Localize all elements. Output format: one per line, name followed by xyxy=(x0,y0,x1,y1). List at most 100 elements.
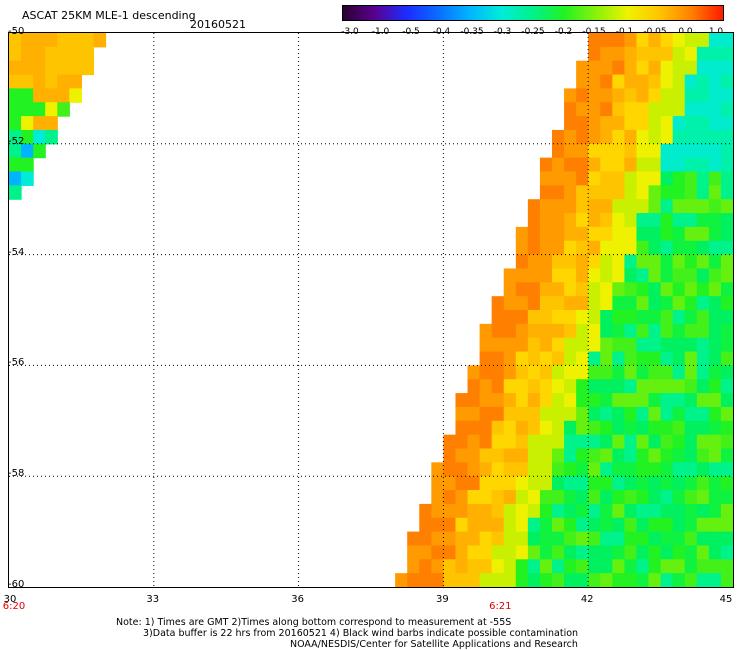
data-cell xyxy=(588,517,601,533)
data-cell xyxy=(69,60,82,76)
data-cell xyxy=(708,559,722,574)
data-cell xyxy=(612,434,625,450)
data-cell xyxy=(624,88,638,103)
data-cell xyxy=(455,393,469,408)
data-cell xyxy=(684,226,698,242)
data-cell xyxy=(564,185,577,200)
data-cell xyxy=(552,365,565,380)
data-cell xyxy=(660,393,674,408)
data-cell xyxy=(720,213,733,228)
data-cell xyxy=(648,157,662,173)
data-cell xyxy=(636,379,650,394)
data-cell xyxy=(576,490,589,505)
data-cell xyxy=(552,240,565,256)
data-cell xyxy=(479,503,493,519)
data-cell xyxy=(672,406,686,422)
data-cell xyxy=(660,406,674,422)
data-cell xyxy=(503,282,517,297)
data-cell xyxy=(660,171,674,186)
data-cell xyxy=(57,33,70,48)
data-cell xyxy=(648,406,662,422)
data-cell xyxy=(684,476,698,491)
data-cell xyxy=(708,74,722,89)
data-cell xyxy=(660,296,674,311)
data-cell xyxy=(624,517,638,533)
data-cell xyxy=(57,88,70,103)
data-cell xyxy=(720,199,733,214)
data-cell xyxy=(419,531,432,547)
data-cell xyxy=(588,282,601,297)
data-cell xyxy=(588,351,601,366)
data-cell xyxy=(419,545,432,560)
data-cell xyxy=(600,33,613,48)
data-cell xyxy=(443,448,457,463)
data-cell xyxy=(588,240,601,256)
data-cell xyxy=(503,531,517,547)
data-cell xyxy=(708,268,722,283)
data-cell xyxy=(684,351,698,366)
data-cell xyxy=(503,323,517,339)
data-cell xyxy=(45,88,58,103)
data-cell xyxy=(564,573,577,587)
data-cell xyxy=(600,420,613,436)
data-cell xyxy=(612,102,625,117)
data-cell xyxy=(552,337,565,353)
data-cell xyxy=(564,503,577,519)
data-cell xyxy=(672,74,686,89)
data-cell xyxy=(720,531,733,547)
data-cell xyxy=(660,517,674,533)
data-cell xyxy=(527,282,541,297)
data-cell xyxy=(443,434,457,450)
data-cell xyxy=(612,323,625,339)
data-cell xyxy=(612,296,625,311)
data-cell xyxy=(708,199,722,214)
data-cell xyxy=(660,254,674,270)
data-cell xyxy=(672,503,686,519)
data-cell xyxy=(612,573,625,587)
data-cell xyxy=(552,323,565,339)
data-cell xyxy=(612,33,625,48)
data-cell xyxy=(81,60,95,76)
data-cell xyxy=(564,448,577,463)
data-cell xyxy=(684,74,698,89)
data-cell xyxy=(636,157,650,173)
data-cell xyxy=(527,448,541,463)
data-cell xyxy=(515,379,529,394)
data-cell xyxy=(503,310,517,325)
data-cell xyxy=(455,517,469,533)
data-cell xyxy=(443,573,457,587)
data-cell xyxy=(491,476,505,491)
data-cell xyxy=(696,240,710,256)
data-cell xyxy=(576,323,589,339)
data-cell xyxy=(684,545,698,560)
data-cell xyxy=(407,559,420,574)
data-cell xyxy=(708,476,722,491)
data-cell xyxy=(624,226,638,242)
data-cell xyxy=(684,143,698,159)
data-cell xyxy=(696,157,710,173)
data-cell xyxy=(576,157,589,173)
data-cell xyxy=(600,406,613,422)
data-cell xyxy=(515,462,529,477)
data-cell xyxy=(491,517,505,533)
data-cell xyxy=(648,129,662,145)
data-cell xyxy=(720,129,733,145)
data-cell xyxy=(660,448,674,463)
data-cell xyxy=(491,379,505,394)
data-cell xyxy=(600,476,613,491)
data-cell xyxy=(696,337,710,353)
data-cell xyxy=(648,74,662,89)
data-cell xyxy=(708,434,722,450)
data-cell xyxy=(564,254,577,270)
data-cell xyxy=(57,74,70,89)
longitude-label: 42 xyxy=(580,594,594,605)
data-cell xyxy=(33,33,46,48)
data-cell xyxy=(672,462,686,477)
data-cell xyxy=(684,393,698,408)
map-plot-area[interactable] xyxy=(8,32,734,588)
data-cell xyxy=(660,143,674,159)
data-cell xyxy=(648,559,662,574)
data-cell xyxy=(479,531,493,547)
data-cell xyxy=(527,351,541,366)
data-cell xyxy=(648,379,662,394)
